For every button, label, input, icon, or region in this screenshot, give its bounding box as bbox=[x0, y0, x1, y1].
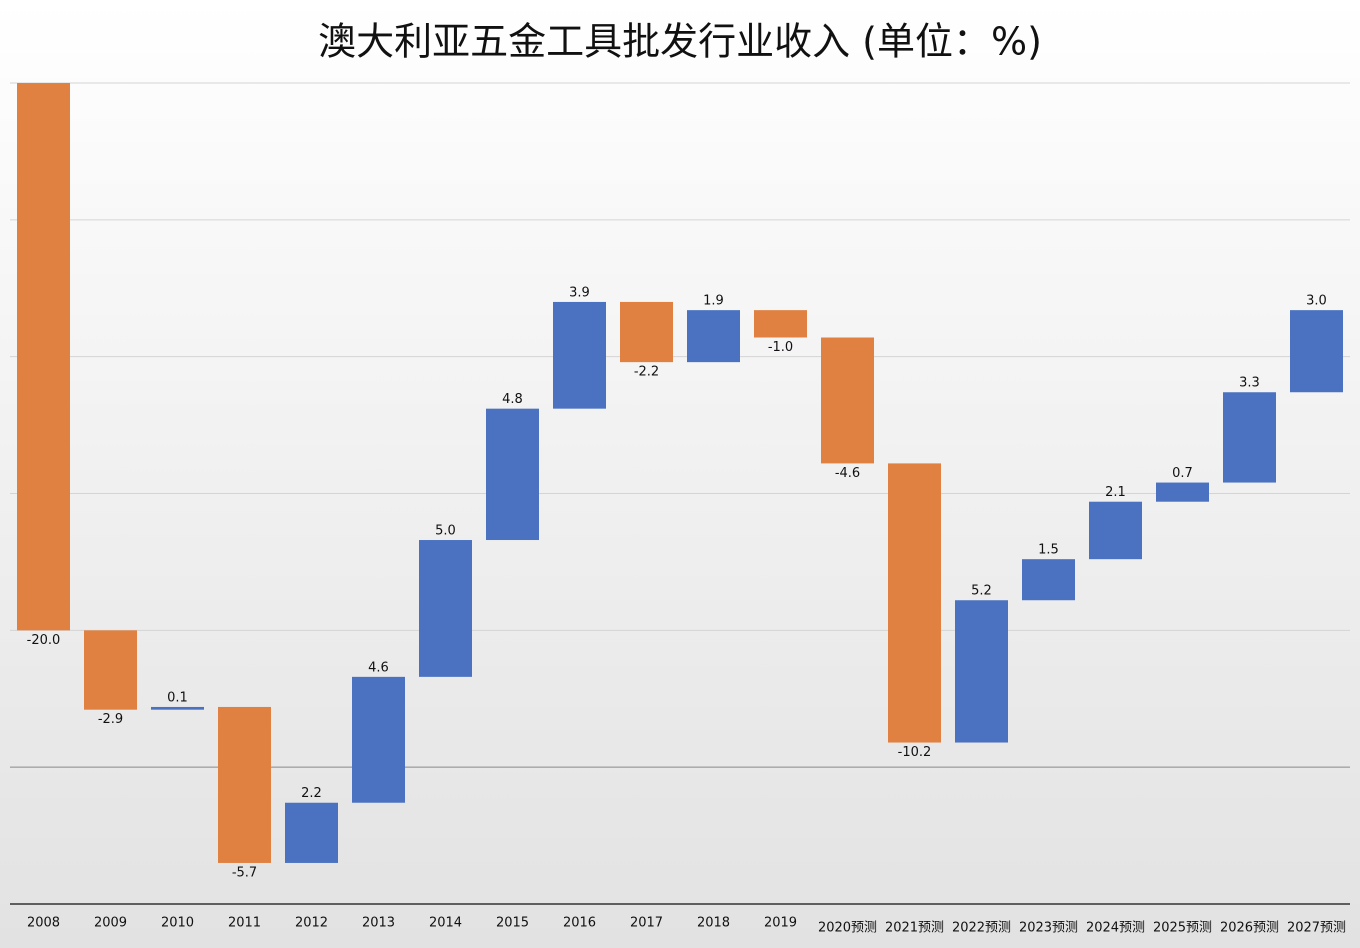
bar bbox=[285, 802, 338, 863]
bar bbox=[821, 337, 874, 464]
x-tick-label: 2022预测 bbox=[952, 921, 1011, 936]
x-tick-label: 2014 bbox=[429, 916, 462, 931]
x-tick-label: 2027预测 bbox=[1287, 921, 1346, 936]
x-tick-label: 2021预测 bbox=[885, 921, 944, 936]
bar bbox=[888, 463, 941, 743]
data-label: 1.9 bbox=[703, 294, 724, 309]
x-tick-label: 2016 bbox=[563, 916, 596, 931]
data-label: 2.2 bbox=[301, 786, 322, 801]
data-label: 5.0 bbox=[435, 524, 456, 539]
x-tick-label: 2020预测 bbox=[818, 921, 877, 936]
x-tick-label: 2026预测 bbox=[1220, 921, 1279, 936]
x-tick-label: 2019 bbox=[764, 916, 797, 931]
data-label: -2.9 bbox=[98, 712, 123, 727]
bar bbox=[1223, 392, 1276, 483]
x-tick-label: 2013 bbox=[362, 916, 395, 931]
bar bbox=[955, 600, 1008, 743]
data-label: -2.2 bbox=[634, 365, 659, 380]
bar bbox=[754, 310, 807, 338]
x-tick-label: 2009 bbox=[94, 916, 127, 931]
bar bbox=[1156, 482, 1209, 502]
data-label: 4.6 bbox=[368, 660, 389, 675]
x-tick-label: 2012 bbox=[295, 916, 328, 931]
data-label: -20.0 bbox=[27, 633, 61, 648]
bar bbox=[151, 706, 204, 710]
bar bbox=[553, 301, 606, 409]
data-label: 3.9 bbox=[569, 285, 590, 300]
data-label: 2.1 bbox=[1105, 485, 1126, 500]
data-label: -1.0 bbox=[768, 340, 793, 355]
x-tick-label: 2025预测 bbox=[1153, 921, 1212, 936]
data-label: 5.2 bbox=[971, 584, 992, 599]
data-label: 4.8 bbox=[502, 392, 523, 407]
bar bbox=[620, 301, 673, 363]
bar bbox=[352, 676, 405, 803]
bar bbox=[1089, 501, 1142, 560]
data-label: -4.6 bbox=[835, 466, 860, 481]
x-tick-label: 2023预测 bbox=[1019, 921, 1078, 936]
bar bbox=[17, 83, 70, 631]
x-tick-label: 2015 bbox=[496, 916, 529, 931]
bar bbox=[218, 706, 271, 863]
x-tick-label: 2008 bbox=[27, 916, 60, 931]
bar bbox=[84, 630, 137, 710]
x-tick-label: 2010 bbox=[161, 916, 194, 931]
data-label: 3.0 bbox=[1306, 294, 1327, 309]
chart-title: 澳大利亚五金工具批发行业收入 (单位：%) bbox=[318, 20, 1042, 64]
x-tick-label: 2024预测 bbox=[1086, 921, 1145, 936]
bar bbox=[687, 310, 740, 363]
data-label: -5.7 bbox=[232, 865, 257, 880]
data-label: -10.2 bbox=[898, 745, 932, 760]
bar bbox=[1022, 559, 1075, 601]
bar bbox=[1290, 310, 1343, 393]
bar bbox=[419, 540, 472, 677]
x-tick-label: 2017 bbox=[630, 916, 663, 931]
data-label: 1.5 bbox=[1038, 543, 1059, 558]
data-label: 0.7 bbox=[1172, 466, 1193, 481]
x-tick-label: 2018 bbox=[697, 916, 730, 931]
data-label: 3.3 bbox=[1239, 376, 1260, 391]
data-label: 0.1 bbox=[167, 690, 188, 705]
bar bbox=[486, 408, 539, 541]
x-tick-label: 2011 bbox=[228, 916, 261, 931]
